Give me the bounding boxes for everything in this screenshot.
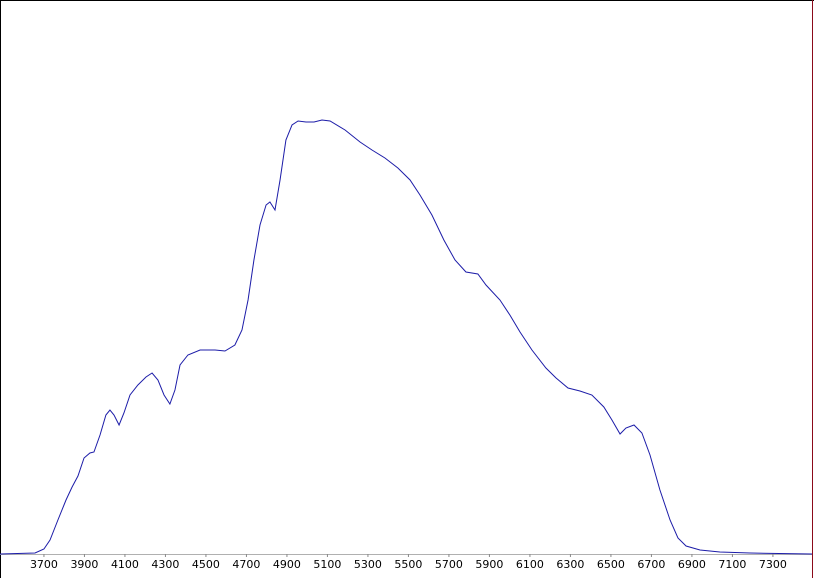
x-tick-label: 4500 [192, 558, 220, 571]
x-tick-label: 6900 [678, 558, 706, 571]
spectrum-line [0, 119, 813, 555]
x-tick-label: 6100 [516, 558, 544, 571]
x-tick-label: 5500 [394, 558, 422, 571]
x-tick-label: 7300 [759, 558, 787, 571]
x-tick-label: 5300 [354, 558, 382, 571]
x-tick-label: 6500 [597, 558, 625, 571]
x-tick-label: 7100 [718, 558, 746, 571]
x-tick-label: 6300 [556, 558, 584, 571]
x-tick-label: 5900 [475, 558, 503, 571]
x-tick-label: 4900 [273, 558, 301, 571]
x-tick-label: 6700 [637, 558, 665, 571]
x-tick-label: 3900 [70, 558, 98, 571]
x-tick-label: 4700 [232, 558, 260, 571]
x-tick-label: 5100 [313, 558, 341, 571]
x-tick-label: 4100 [111, 558, 139, 571]
x-tick-label: 4300 [151, 558, 179, 571]
x-tick-label: 3700 [30, 558, 58, 571]
x-tick-label: 5700 [435, 558, 463, 571]
